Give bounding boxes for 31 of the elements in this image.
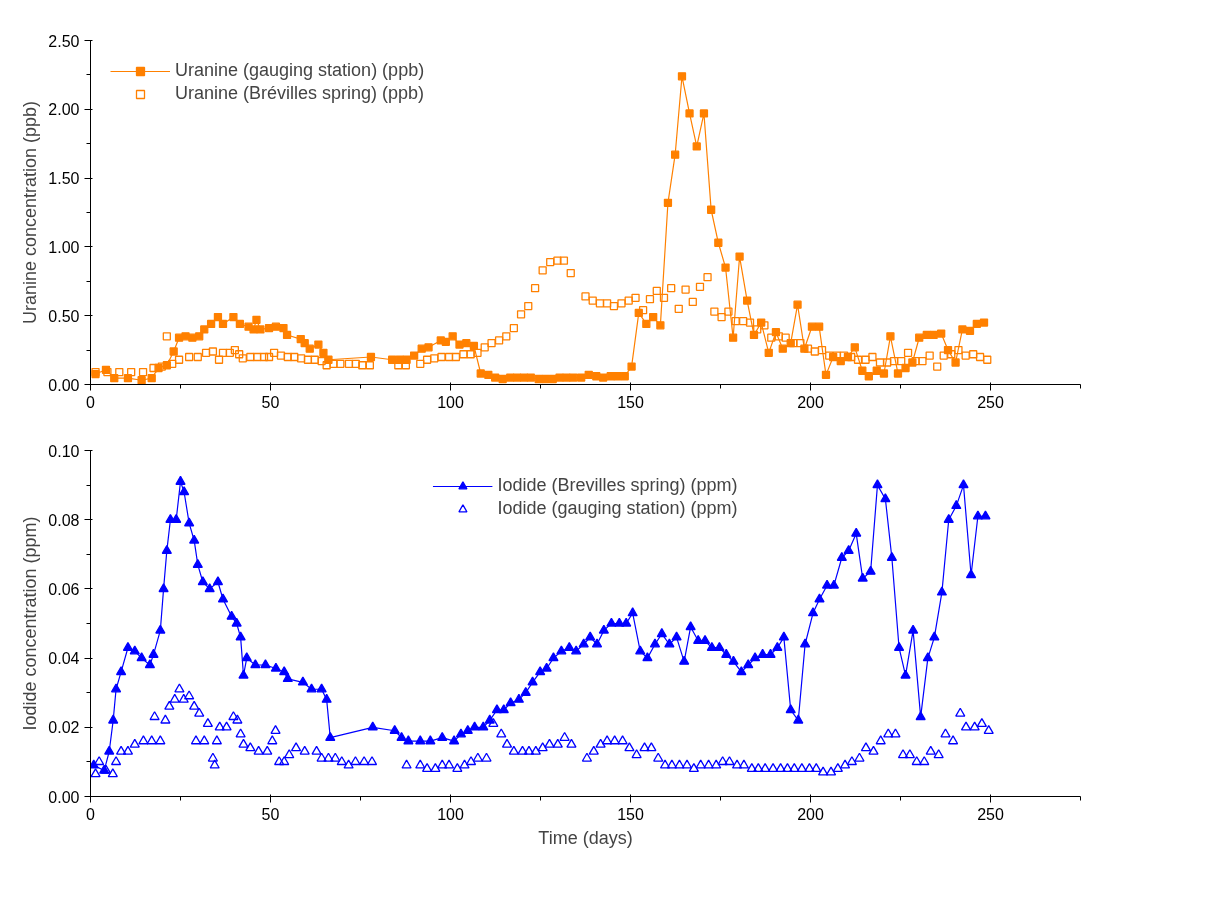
y-tick-label: 1.50: [48, 170, 80, 188]
y-tick-label: 0.04: [48, 650, 80, 668]
x-tick-label: 150: [617, 805, 644, 823]
y-tick-label: 1.00: [48, 238, 80, 256]
y-tick-label: 2.50: [48, 32, 80, 50]
x-tick-label: 50: [261, 805, 280, 823]
y-tick-label: 2.00: [48, 101, 80, 119]
y-tick-label: 0.50: [48, 307, 80, 325]
legend-label: Iodide (Brevilles spring) (ppm): [497, 475, 738, 496]
legend-label: Uranine (Brévilles spring) (ppb): [175, 83, 425, 104]
y-tick-label: 0.00: [48, 788, 80, 806]
x-tick-label: 0: [86, 393, 96, 411]
x-tick-label: 50: [261, 393, 280, 411]
x-tick-label: 250: [977, 393, 1004, 411]
y-tick-label: 0.02: [48, 719, 80, 737]
x-tick-label: 100: [437, 805, 464, 823]
y-tick-label: 0.10: [48, 442, 80, 460]
x-tick-label: 200: [797, 393, 824, 411]
x-axis-title: Time (days): [538, 827, 633, 848]
x-tick-label: 250: [977, 805, 1004, 823]
y-axis-title: Iodide concentration (ppm): [20, 516, 41, 731]
x-tick-label: 150: [617, 393, 644, 411]
x-tick-label: 200: [797, 805, 824, 823]
y-tick-label: 0.00: [48, 376, 80, 394]
legend-label: Uranine (gauging station) (ppb): [175, 60, 425, 81]
x-tick-label: 100: [437, 393, 464, 411]
y-tick-label: 0.06: [48, 580, 80, 598]
x-tick-label: 0: [86, 805, 96, 823]
y-axis-title: Uranine concentration (ppb): [20, 100, 41, 325]
y-tick-label: 0.08: [48, 511, 80, 529]
legend-label: Iodide (gauging station) (ppm): [497, 498, 738, 519]
